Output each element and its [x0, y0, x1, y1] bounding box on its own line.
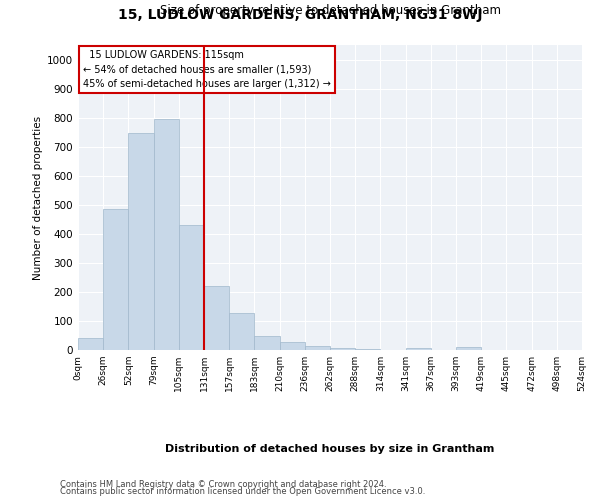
Bar	[280, 342, 305, 350]
Text: Contains public sector information licensed under the Open Government Licence v3: Contains public sector information licen…	[60, 488, 425, 496]
Bar	[179, 224, 204, 350]
Bar	[229, 313, 254, 350]
Bar	[406, 348, 431, 350]
Bar	[330, 348, 355, 350]
Y-axis label: Number of detached properties: Number of detached properties	[33, 116, 43, 280]
Bar	[103, 208, 128, 350]
Bar	[456, 347, 481, 350]
Text: 15, LUDLOW GARDENS, GRANTHAM, NG31 8WJ: 15, LUDLOW GARDENS, GRANTHAM, NG31 8WJ	[118, 8, 482, 22]
Bar	[254, 336, 280, 350]
Bar	[355, 348, 380, 350]
Bar	[154, 119, 179, 350]
Bar	[204, 286, 229, 350]
Bar	[78, 338, 103, 350]
Bar	[128, 132, 154, 350]
Bar	[305, 346, 330, 350]
X-axis label: Distribution of detached houses by size in Grantham: Distribution of detached houses by size …	[166, 444, 494, 454]
Text: Contains HM Land Registry data © Crown copyright and database right 2024.: Contains HM Land Registry data © Crown c…	[60, 480, 386, 489]
Text: 15 LUDLOW GARDENS: 115sqm
← 54% of detached houses are smaller (1,593)
45% of se: 15 LUDLOW GARDENS: 115sqm ← 54% of detac…	[83, 50, 331, 89]
Title: Size of property relative to detached houses in Grantham: Size of property relative to detached ho…	[160, 4, 500, 18]
